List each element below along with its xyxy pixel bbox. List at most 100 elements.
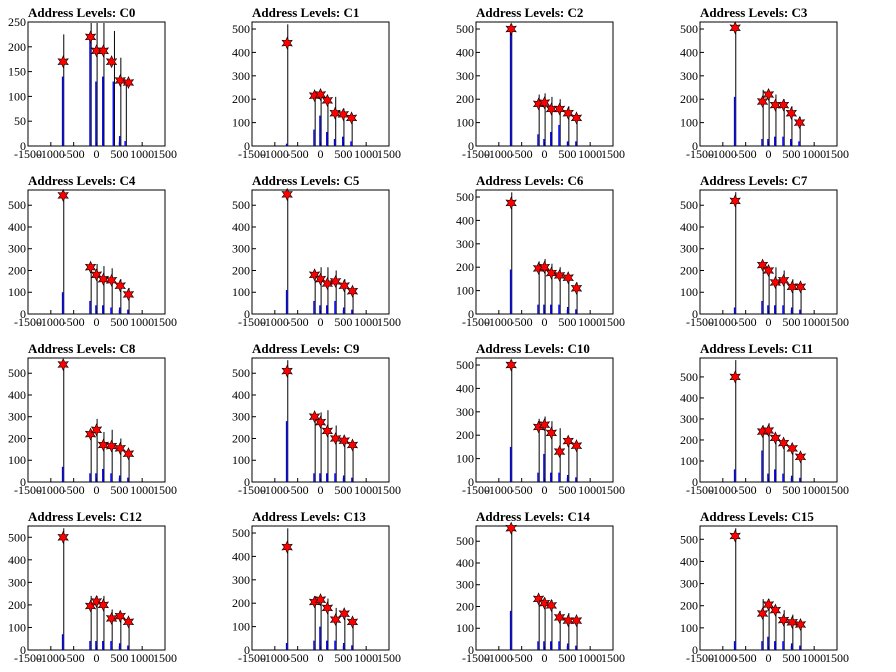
y-tick-label: 200 [8,598,26,612]
y-tick-label: 100 [456,452,474,466]
x-tick-label: -1500 [14,483,42,497]
x-tick-label: -500 [63,315,85,329]
x-tick-label: 1000 [578,483,602,497]
peak-marker [570,281,583,295]
plot-frame [699,525,838,651]
x-tick-label: 1000 [130,315,154,329]
peak-marker [553,268,566,282]
peak-marker [346,438,359,452]
chart-panel: Address Levels: C5 0 100 200 300 400 500 -1500-… [224,168,448,336]
x-tick-label: -1000 [37,147,65,161]
x-tick-label: -1500 [686,651,714,665]
y-tick-label: 300 [456,69,474,83]
x-tick-label: -1500 [686,315,714,329]
x-tick-label: 0 [94,651,100,665]
x-tick-label: 1500 [153,315,177,329]
chart-panel: Address Levels: C9 0 100 200 300 400 500 -1500-… [224,336,448,504]
x-tick-label: 500 [334,483,352,497]
peak-marker [794,450,807,464]
peak-marker [329,613,342,627]
peak-marker [762,263,775,278]
y-tick-label: 500 [8,366,26,380]
peak-marker [321,601,334,615]
y-tick-label: 400 [680,391,698,405]
chart-title: Address Levels: C15 [700,509,814,524]
x-tick-label: 0 [766,483,772,497]
plot-frame [27,525,166,651]
x-tick-label: 500 [334,651,352,665]
y-tick-label: 100 [232,453,250,467]
x-tick-label: -500 [63,651,85,665]
y-tick-label: 500 [232,22,250,36]
peak-marker [777,613,790,627]
x-tick-label: -500 [511,147,533,161]
peak-marker [505,196,517,210]
chart-panel: Address Levels: C14 0 100 200 300 400 500 -1500… [448,504,672,672]
peak-marker [90,423,103,437]
y-tick-label: 500 [456,534,474,548]
peak-marker [90,44,103,58]
x-tick-label: -1000 [709,315,737,329]
peak-marker [105,273,118,287]
peak-marker [505,358,517,372]
chart-svg: Address Levels: C13 0 100 200 300 400 500 -1500… [232,509,401,665]
x-tick-label: -500 [63,483,85,497]
y-tick-label: 500 [456,22,474,36]
x-tick-label: -1000 [261,483,289,497]
x-tick-label: 500 [558,315,576,329]
y-tick-label: 0 [468,475,474,489]
y-tick-label: 400 [680,45,698,59]
y-tick-label: 500 [8,530,26,544]
x-tick-label: 0 [318,315,324,329]
x-tick-label: -1000 [485,483,513,497]
x-tick-label: 1500 [825,483,849,497]
x-tick-label: 500 [334,147,352,161]
chart-panel: Address Levels: C0 0 50 100 150 200 250 -1500 -1… [0,0,224,168]
y-tick-label: 400 [456,381,474,395]
chart-title: Address Levels: C0 [28,5,135,20]
peak-marker [329,106,341,120]
y-tick-label: 100 [456,116,474,130]
chart-panel: Address Levels: C15 0 100 200 300 400 500 -1500… [672,504,896,672]
peak-marker [762,87,775,102]
peak-marker [505,22,517,36]
x-tick-label: 1000 [130,147,154,161]
x-tick-label: 0 [318,483,324,497]
peak-marker [308,410,321,424]
peak-marker [794,617,807,632]
x-tick-label: -500 [287,147,309,161]
y-tick-label: 100 [232,116,250,130]
x-tick-label: -1000 [709,483,737,497]
y-tick-label: 500 [680,532,698,546]
peak-marker [756,94,769,109]
peak-marker [769,431,782,445]
y-tick-label: 0 [468,139,474,153]
peak-marker [345,111,358,125]
y-tick-label: 400 [232,549,250,563]
peak-marker [570,614,583,628]
x-tick-label: -500 [287,315,309,329]
chart-svg: Address Levels: C10100200300400500-1500-… [232,5,401,161]
x-tick-label: 1000 [354,315,378,329]
y-tick-label: 200 [456,599,474,613]
chart-title: Address Levels: C1 [252,5,359,20]
x-tick-label: 0 [318,147,324,161]
chart-svg: Address Levels: C15 0 100 200 300 400 500 -1500… [680,509,849,665]
peak-marker [553,610,566,624]
x-tick-label: -500 [735,315,757,329]
chart-panel: Address Levels: C7 0 100 200 300 400 500 -1500-… [672,168,896,336]
y-tick-label: 0 [244,643,250,657]
plot-frame [699,189,838,315]
y-tick-label: 200 [8,40,26,54]
x-tick-label: -1500 [14,147,42,161]
y-tick-label: 300 [232,242,250,256]
peak-marker [308,268,321,282]
x-tick-label: 0 [94,483,100,497]
y-tick-label: 200 [232,92,250,106]
y-tick-label: 500 [456,358,474,372]
chart-panel: Address Levels: C3 0 100 200 300 400 500 -1500-… [672,0,896,168]
peak-marker [314,87,327,102]
peak-marker [281,364,293,378]
peak-marker [545,598,558,612]
y-tick-label: 400 [8,388,26,402]
